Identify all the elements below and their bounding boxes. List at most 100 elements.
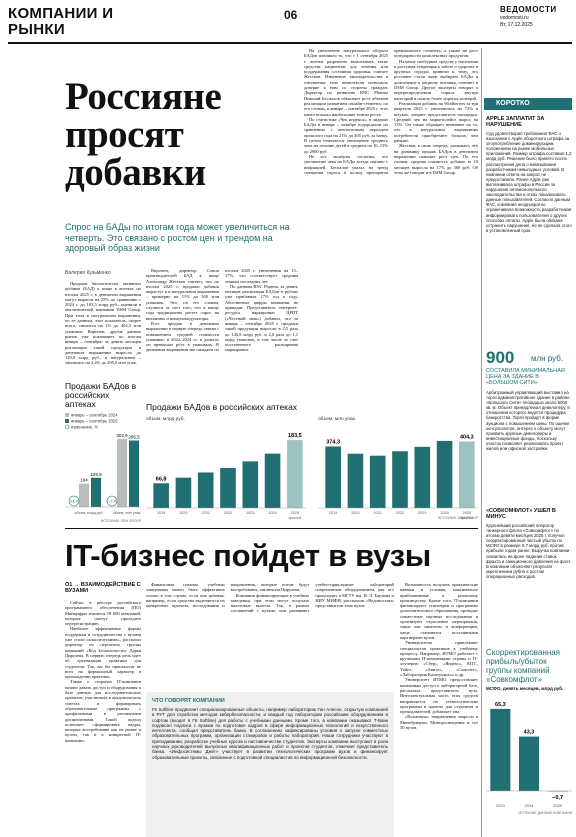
x-tick-label: 2023 [496, 803, 506, 808]
brief-headline: «СОВКОМФЛОТ» УШЕЛ В МИНУС [486, 508, 556, 521]
paragraph: Реализация добавок на Wildberries за три… [394, 100, 478, 144]
section-title: КОМПАНИИ И РЫНКИ [8, 5, 114, 38]
bar [117, 438, 127, 507]
x-tick-label: 2025 [291, 511, 299, 515]
author: Валерия Кузьменко [65, 270, 111, 276]
rubric: О1 → ВЗАИМОДЕЙСТВИЕ С ВУЗАМИ [65, 582, 141, 594]
sidebar-chart: Скорректированная прибыль/убыток группы … [486, 648, 573, 831]
paragraph: Университеты привлекают специалистов пра… [400, 640, 478, 678]
change-label: –2,4 [108, 500, 115, 504]
bar [414, 446, 431, 508]
body-text: На увеличение натурального оборота БАДов… [304, 48, 478, 398]
paragraph: На увеличение натурального оборота БАДов… [304, 48, 388, 117]
value-label: 183,5 [288, 433, 302, 439]
value-label: 66,8 [156, 476, 167, 482]
box-title: ЧТО ГОВОРЯТ КОМПАНИИ [152, 698, 225, 704]
bar [242, 461, 259, 508]
panel-unit: объем, млн упак. [318, 416, 356, 422]
body-text: Впрочем, директор Союза производителей Б… [146, 268, 298, 398]
chart: 65,3 2023 43,3 2024 –0,7 2025 ИСТОЧНИК: ДАННЫЕ… [486, 702, 573, 815]
bar [518, 736, 540, 791]
brief-text: Крупнейший российский оператор танкерног… [486, 523, 571, 579]
header-rule [8, 42, 572, 44]
x-tick-label: 2022 [224, 511, 232, 515]
brand: ВЕДОМОСТИ [500, 5, 557, 14]
body-text: Продажи биологически активных добавок (Б… [65, 281, 141, 377]
column-rule [481, 48, 482, 837]
x-tick-label: 2023 [246, 511, 254, 515]
chart-title: Продажи БАДов в российских аптеках [146, 402, 298, 412]
group-label: объем, млн упак. [113, 511, 141, 515]
value-label: 104 [80, 478, 88, 483]
bar [129, 440, 139, 507]
legend-label: январь – сентябрь 2025 [71, 419, 118, 424]
body-text: Финансовая помощь учебным заведениям мож… [146, 582, 394, 690]
bar [369, 455, 386, 508]
legend-label: изменение, % [71, 425, 98, 430]
bar [490, 708, 511, 791]
headline: Россияне просят добавки [65, 75, 222, 194]
value-label: 404,3 [460, 435, 474, 441]
x-tick-label: 2022 [396, 511, 404, 515]
legend-swatch [65, 413, 69, 417]
panel-unit: объем, млрд руб. [146, 416, 185, 422]
brief-number: 900 [486, 348, 515, 367]
x-tick-label: 2025 [553, 803, 563, 808]
x-tick-label: 2021 [201, 511, 209, 515]
change-marker [68, 495, 80, 507]
source: ИСТОЧНИК: DSM GROUP [438, 516, 478, 520]
chart-title: Продажи БАДов в российских аптеках [65, 381, 137, 409]
value-label: 295,5 [128, 435, 140, 440]
paragraph: Возможность получать практические навыки… [400, 582, 478, 640]
x-tick-label: 2024 [440, 511, 448, 515]
bar [220, 468, 236, 508]
body-text: Сейчас в реестре российского программног… [65, 600, 141, 835]
headline: IT-бизнес пойдет в вузы [65, 538, 431, 573]
bar [459, 441, 475, 508]
brief-headline: APPLE ЗАПЛАТИТ ЗА НАРУШЕНИЕ [486, 116, 545, 129]
paragraph: Не все эксперты согласны, что увеличение… [304, 48, 478, 175]
bar [347, 453, 364, 508]
main-chart: Продажи БАДов в российских аптеках объем… [146, 402, 479, 529]
page-number: 06 [284, 8, 298, 22]
paragraph: Наличие свободных средств у населения и … [394, 58, 478, 101]
paragraph: Финансовая помощь учебным заведениям мож… [146, 582, 310, 609]
brief-text: Арбитражный управляющий выставил на торг… [486, 390, 570, 452]
bar [91, 477, 101, 507]
bar [264, 453, 281, 508]
chart-subtitle: МСФО, девять месяцев, млрд руб. [486, 686, 564, 691]
body-text: Возможность получать практические навыки… [400, 582, 478, 835]
quote-box [146, 692, 394, 837]
source: ИСТОЧНИК: ДАННЫЕ КОМПАНИИ [518, 811, 572, 815]
paragraph: Компании финансирующие в учебные заведен… [230, 582, 394, 614]
change-marker [106, 495, 118, 507]
sidebar-label-bar [484, 98, 572, 110]
bar [547, 790, 568, 792]
bar [175, 477, 192, 508]
x-tick-label: 2024 [268, 511, 276, 515]
paragraph: Рост продаж в денежном выражении в перву… [146, 268, 298, 353]
box-text: ГК Softline продвигает специализированны… [152, 707, 388, 760]
source: ИСТОЧНИК: DSM GROUP [101, 519, 141, 523]
paragraph: «Возможно» направления запросы в Минобрн… [400, 714, 478, 731]
brief-headline: СОСТАВИЛА МИНИМАЛЬНАЯ ЦЕНА ЗА ЗДАНИЕ В «… [486, 368, 565, 387]
date: Вт, 17.12.2025 [500, 22, 533, 28]
value-label: 374,3 [326, 439, 340, 445]
bar [325, 446, 341, 508]
sidebar-label: КОРОТКО [496, 100, 530, 107]
x-tick-label: 2019 [329, 511, 337, 515]
site: vedomosti.ru [500, 15, 529, 21]
value-label: 43,3 [524, 730, 535, 736]
paragraph: Впрочем, директор Союза производителей Б… [146, 268, 219, 321]
paragraph: Жестков, в свою очередь, указывает, что … [394, 143, 478, 175]
legend-swatch [64, 424, 70, 430]
paragraph: По статистике «Чек индекса», в лидерах Б… [304, 116, 388, 154]
value-label: 129,8 [90, 472, 102, 477]
x-tick-label: 2024 [525, 803, 535, 808]
paragraph: Университет ИТМО предоставляет компаниям… [400, 677, 478, 715]
x-tick-label: 2023 [418, 511, 426, 515]
article-rule [65, 528, 478, 529]
paragraph: Сейчас в реестре российского программног… [65, 600, 141, 627]
